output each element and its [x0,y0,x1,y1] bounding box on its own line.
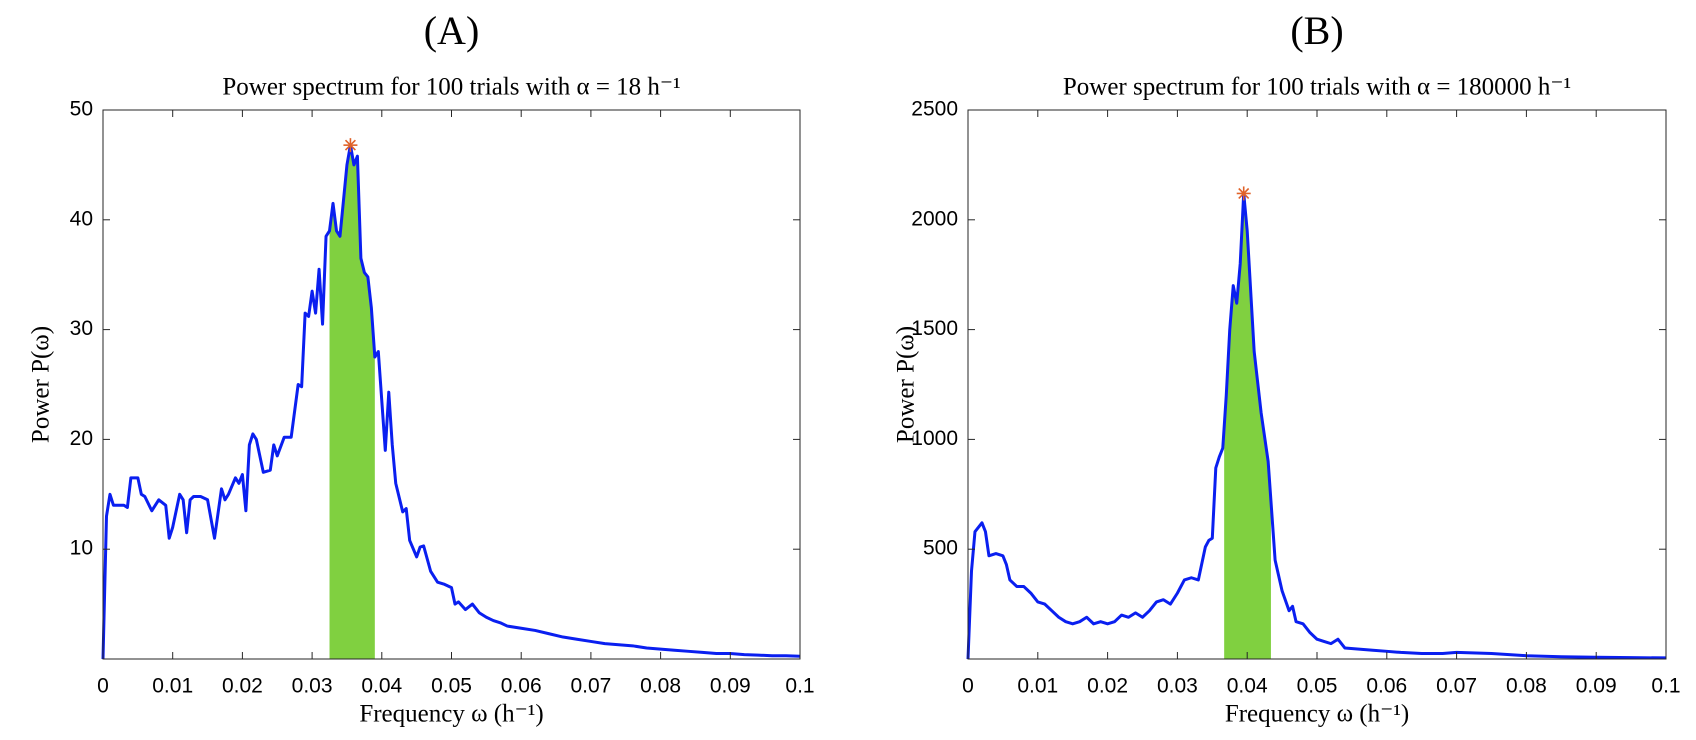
y-tick-label: 20 [70,427,93,450]
highlight-area [1224,193,1271,659]
x-tick-label: 0.02 [1087,675,1128,698]
spectrum-line [966,191,1667,660]
x-tick-label: 0.06 [501,675,542,698]
y-tick-label: 1500 [911,317,958,340]
x-tick-label: 0.09 [1576,675,1617,698]
panel-title: (A) [424,8,480,53]
x-tick-label: 0.07 [1436,675,1477,698]
peak-marker [1236,186,1251,201]
x-axis-label: Frequency ω (h⁻¹) [359,701,543,728]
x-tick-label: 0.02 [222,675,263,698]
x-tick-label: 0.09 [710,675,751,698]
y-tick-label: 40 [70,207,93,230]
y-tick-label: 2000 [911,207,958,230]
axes-box [102,109,801,660]
x-tick-label: 0.01 [152,675,193,698]
x-axis-label: Frequency ω (h⁻¹) [1225,701,1409,728]
x-tick-label: 0.08 [1506,675,1547,698]
x-tick-label: 0.1 [785,675,814,698]
x-tick-label: 0.07 [570,675,611,698]
peak-marker [343,138,358,153]
x-tick-label: 0.05 [1297,675,1338,698]
spectrum-line [101,143,801,660]
panel-title: (B) [1290,8,1343,53]
x-tick-label: 0.06 [1366,675,1407,698]
peak-marker-stroke [344,139,356,151]
x-tick-label: 0.1 [1651,675,1680,698]
y-tick-label: 1000 [911,427,958,450]
y-tick-label: 30 [70,317,93,340]
x-tick-label: 0 [97,675,109,698]
x-tick-label: 0.04 [361,675,402,698]
y-axis-label: Power P(ω) [893,326,920,443]
axes-box [967,109,1667,660]
x-tick-label: 0.04 [1227,675,1268,698]
y-tick-label: 50 [70,98,93,121]
y-tick-label: 2500 [911,98,958,121]
x-tick-label: 0.01 [1017,675,1058,698]
x-tick-label: 0.08 [640,675,681,698]
x-tick-label: 0.03 [1157,675,1198,698]
x-tick-label: 0.03 [292,675,333,698]
y-tick-label: 10 [70,537,93,560]
y-axis-label: Power P(ω) [28,326,55,443]
chart-subtitle: Power spectrum for 100 trials with α = 1… [1063,74,1571,101]
peak-marker-stroke [1238,187,1250,199]
x-tick-label: 0.05 [431,675,472,698]
y-tick-label: 500 [923,537,958,560]
x-tick-label: 0 [962,675,974,698]
chart-subtitle: Power spectrum for 100 trials with α = 1… [222,74,680,101]
